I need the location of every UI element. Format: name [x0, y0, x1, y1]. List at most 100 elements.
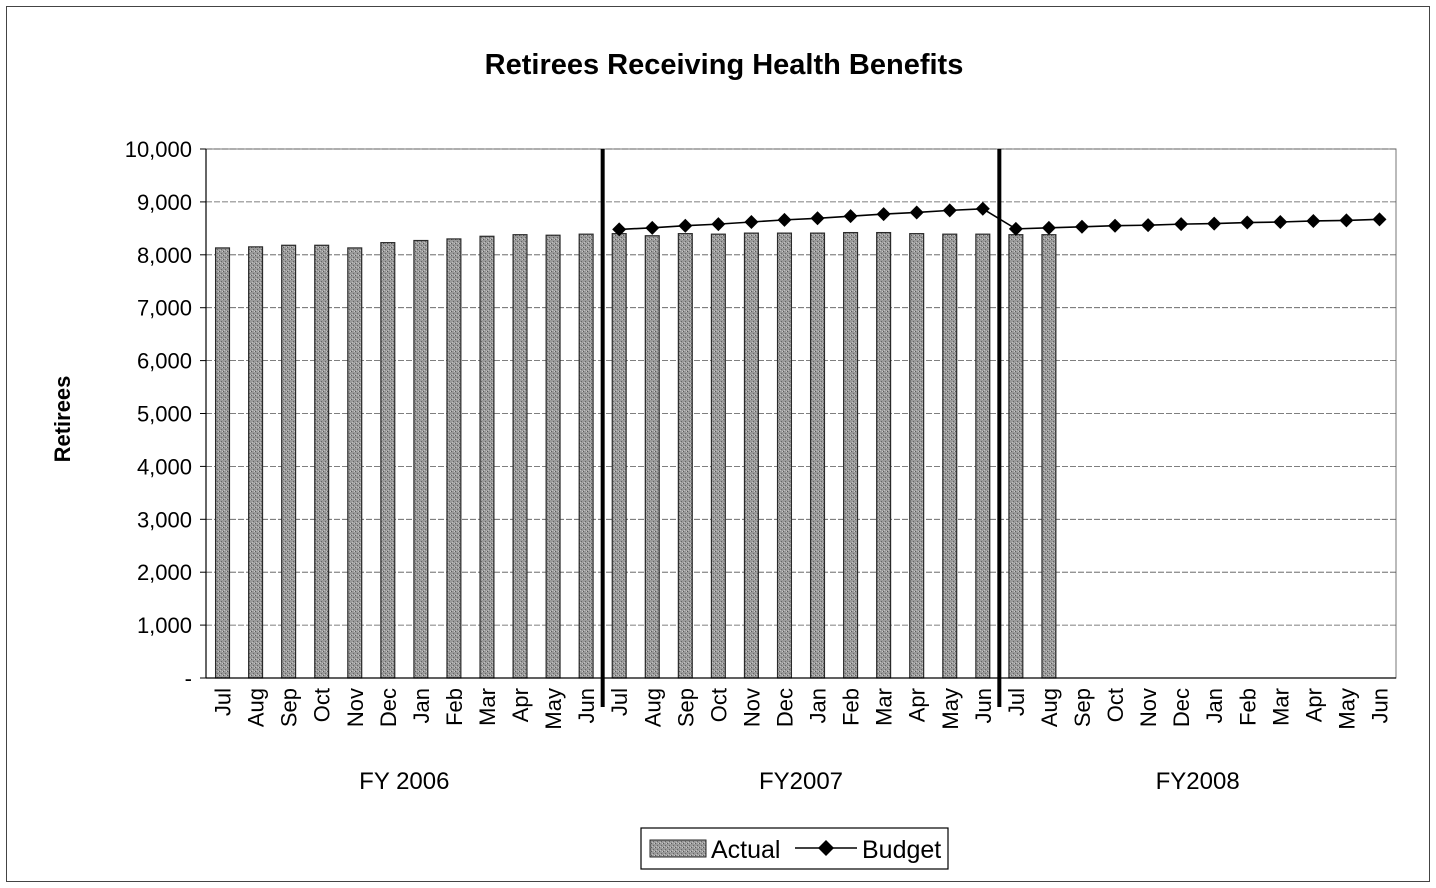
x-tick-label: Mar: [1268, 688, 1293, 726]
budget-point: [942, 203, 957, 218]
budget-point: [1074, 219, 1089, 234]
fiscal-year-label: FY 2006: [359, 768, 449, 795]
x-tick-label: Jan: [409, 688, 434, 723]
x-tick-label: Dec: [772, 688, 797, 727]
y-axis-ticks: - 1,000 2,000 3,000 4,000 5,000 6,000 7,000 8,00…: [125, 137, 1396, 691]
x-tick-label: Dec: [376, 688, 401, 727]
legend-actual-label: Actual: [711, 836, 780, 864]
x-tick-label: May: [1334, 688, 1359, 730]
budget-point: [1174, 217, 1189, 232]
budget-point: [1041, 220, 1056, 235]
x-tick-label: May: [938, 688, 963, 730]
bar-actual: [281, 244, 297, 679]
fiscal-year-label: FY2008: [1156, 768, 1240, 795]
y-tick-label: 7,000: [137, 296, 192, 321]
x-tick-label: Jun: [574, 688, 599, 723]
budget-point: [744, 215, 759, 230]
bar-actual: [413, 239, 429, 679]
gridlines: [206, 148, 1396, 626]
x-tick-label: Jul: [607, 688, 632, 716]
x-tick-label: Sep: [277, 688, 302, 727]
x-tick-label: Oct: [1103, 688, 1128, 722]
budget-point: [975, 201, 990, 216]
bar-actual: [942, 233, 958, 679]
budget-point: [1008, 221, 1023, 236]
x-tick-label: Jun: [1367, 688, 1392, 723]
x-tick-label: Jan: [1202, 688, 1227, 723]
chart: Retirees Receiving Health Benefits Retir…: [50, 49, 1397, 870]
x-tick-label: Oct: [310, 688, 335, 722]
x-tick-label: Dec: [1169, 688, 1194, 727]
budget-point: [612, 222, 627, 237]
bar-actual: [512, 234, 528, 679]
bar-actual: [611, 233, 627, 679]
budget-point: [1108, 218, 1123, 233]
x-tick-label: Jun: [971, 688, 996, 723]
x-tick-label: Mar: [475, 688, 500, 726]
budget-point: [1207, 216, 1222, 231]
legend-actual-swatch: [649, 839, 707, 858]
x-tick-label: Nov: [739, 688, 764, 727]
bar-actual: [479, 235, 495, 679]
budget-point: [777, 212, 792, 227]
budget-point: [711, 217, 726, 232]
bar-actual: [1041, 234, 1057, 679]
y-tick-label: 1,000: [137, 613, 192, 638]
bar-actual: [545, 234, 561, 679]
fiscal-year-dividers: [600, 149, 1002, 707]
y-tick-label: 3,000: [137, 507, 192, 532]
y-tick-label: 8,000: [137, 243, 192, 268]
bar-actual: [214, 247, 231, 679]
x-tick-label: Jul: [211, 688, 236, 716]
bar-actual: [909, 233, 925, 679]
x-tick-label: Apr: [508, 688, 533, 722]
x-tick-label: Sep: [673, 688, 698, 727]
budget-point: [876, 207, 891, 222]
budget-point: [1273, 215, 1288, 230]
x-tick-label: Jul: [1004, 688, 1029, 716]
bar-actual: [876, 231, 892, 679]
bar-actual: [644, 235, 660, 679]
bar-actual: [743, 232, 759, 679]
fiscal-year-label: FY2007: [759, 768, 843, 795]
y-tick-label: 9,000: [137, 190, 192, 215]
bar-actual: [248, 246, 264, 679]
y-tick-label: -: [185, 666, 192, 691]
x-tick-label: Nov: [343, 688, 368, 727]
budget-line: [612, 201, 1387, 237]
budget-point: [810, 211, 825, 226]
y-tick-label: 6,000: [137, 349, 192, 374]
y-tick-label: 10,000: [125, 137, 192, 162]
x-tick-label: Aug: [244, 688, 269, 727]
budget-point: [1339, 213, 1354, 228]
y-tick-label: 4,000: [137, 454, 192, 479]
bar-actual: [843, 231, 859, 679]
bar-actual: [975, 233, 991, 679]
fiscal-year-labels: FY 2006 FY2007 FY2008: [359, 768, 1240, 795]
budget-point: [678, 218, 693, 233]
x-tick-label: May: [541, 688, 566, 730]
legend: Actual Budget: [640, 827, 949, 870]
bar-actual: [380, 242, 396, 679]
x-tick-label: Aug: [1037, 688, 1062, 727]
y-tick-label: 5,000: [137, 402, 192, 427]
bar-actual: [578, 233, 594, 679]
budget-point: [1372, 212, 1387, 227]
budget-point: [843, 209, 858, 224]
x-tick-label: Aug: [640, 688, 665, 727]
x-axis-ticks: Jul Aug Sep Oct Nov Dec Jan Feb Mar Apr May Jun Jul A…: [211, 688, 1393, 730]
x-tick-label: Apr: [905, 688, 930, 722]
bar-actual: [446, 238, 462, 679]
budget-point: [909, 205, 924, 220]
x-tick-label: Feb: [839, 688, 864, 726]
bar-actual: [1008, 234, 1024, 679]
x-tick-label: Apr: [1301, 688, 1326, 722]
budget-point: [1141, 218, 1156, 233]
budget-point: [1240, 215, 1255, 230]
legend-budget-marker: [818, 840, 834, 856]
budget-point: [645, 220, 660, 235]
x-tick-label: Nov: [1136, 688, 1161, 727]
bar-actual: [776, 232, 793, 679]
bar-actual: [314, 244, 330, 679]
bar-actual: [677, 233, 693, 679]
